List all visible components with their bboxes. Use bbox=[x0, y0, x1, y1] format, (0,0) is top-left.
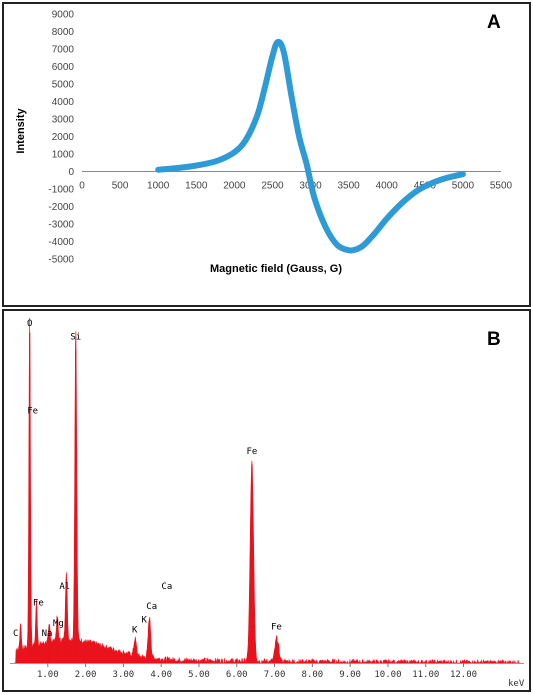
energy-tick-label: 3.00 bbox=[113, 670, 135, 680]
energy-tick-label: 9.00 bbox=[339, 670, 361, 680]
element-label-na: Na bbox=[42, 629, 53, 639]
x-tick-label: 1500 bbox=[185, 181, 208, 192]
y-tick-label: 7000 bbox=[52, 45, 75, 56]
element-label-c: C bbox=[13, 629, 18, 639]
panel-a: A -5000 -4000 -3000 -2000 -1000 0 1000 2000 3000… bbox=[2, 2, 531, 307]
energy-tick-label: 12.00 bbox=[450, 670, 477, 680]
y-tick-label: -1000 bbox=[48, 185, 74, 196]
y-tick-label: -3000 bbox=[48, 220, 74, 231]
epr-chart: -5000 -4000 -3000 -2000 -1000 0 1000 2000 3000 40… bbox=[15, 10, 513, 276]
energy-ticks: 1.00 2.00 3.00 4.00 5.00 6.00 7.00 8.00 9.00 10.0… bbox=[37, 663, 477, 680]
energy-tick-label: 4.00 bbox=[150, 670, 172, 680]
x-tick-label: 2500 bbox=[261, 181, 284, 192]
panel-b-letter: B bbox=[487, 329, 501, 350]
x-tick-label: 4000 bbox=[376, 181, 399, 192]
element-label-fe: Fe bbox=[33, 599, 44, 609]
x-tick-label: 5000 bbox=[452, 181, 475, 192]
energy-tick-label: 7.00 bbox=[264, 670, 286, 680]
y-tick-label: 4000 bbox=[52, 97, 75, 108]
eds-spectrum: 1.00 2.00 3.00 4.00 5.00 6.00 7.00 8.00 9.00 10.0… bbox=[10, 317, 525, 689]
energy-tick-label: 1.00 bbox=[37, 670, 59, 680]
energy-tick-label: 6.00 bbox=[226, 670, 248, 680]
energy-tick-label: 10.00 bbox=[374, 670, 401, 680]
y-tick-label: -4000 bbox=[48, 237, 74, 248]
y-tick-label: 6000 bbox=[52, 62, 75, 73]
x-tick-label: 3500 bbox=[338, 181, 361, 192]
element-label-ca: Ca bbox=[161, 582, 172, 592]
x-tick-label: 0 bbox=[79, 181, 85, 192]
y-tick-label: 5000 bbox=[52, 80, 75, 91]
energy-tick-label: 11.00 bbox=[412, 670, 439, 680]
y-ticks: -5000 -4000 -3000 -2000 -1000 0 1000 2000 3000 40… bbox=[48, 10, 74, 266]
peaks bbox=[19, 332, 278, 663]
x-ticks: 0 500 1000 1500 2000 2500 3000 3500 4000 4500 5000… bbox=[79, 181, 512, 192]
panel-a-letter: A bbox=[487, 12, 501, 33]
x-tick-label: 2000 bbox=[223, 181, 246, 192]
y-tick-label: 8000 bbox=[52, 27, 75, 38]
element-label-mg: Mg bbox=[53, 619, 64, 629]
element-label-k: K bbox=[141, 616, 147, 626]
x-tick-label: 5500 bbox=[490, 181, 513, 192]
y-axis-title: Intensity bbox=[15, 108, 27, 154]
element-label-fe: Fe bbox=[246, 447, 257, 457]
element-label-fe: Fe bbox=[271, 622, 282, 632]
x-tick-label: 1000 bbox=[147, 181, 170, 192]
x-tick-label: 500 bbox=[112, 181, 129, 192]
spectrum-area bbox=[13, 317, 521, 665]
element-label-o: O bbox=[27, 319, 32, 329]
y-tick-label: 1000 bbox=[52, 150, 75, 161]
element-label-fe: Fe bbox=[27, 407, 38, 417]
element-label-si: Si bbox=[70, 332, 81, 342]
y-tick-label: 9000 bbox=[52, 10, 75, 21]
element-label-k: K bbox=[132, 626, 138, 636]
y-tick-label: 2000 bbox=[52, 132, 75, 143]
y-tick-label: -2000 bbox=[48, 202, 74, 213]
panel-b: B 1.00 2.00 3.00 4.00 5.00 6.00 7.00 8.00 9.00 10… bbox=[2, 309, 531, 692]
energy-tick-label: 2.00 bbox=[75, 670, 97, 680]
x-axis-title: Magnetic field (Gauss, G) bbox=[210, 263, 342, 275]
energy-unit-label: keV bbox=[508, 679, 525, 689]
y-tick-label: -5000 bbox=[48, 255, 74, 266]
y-tick-label: 0 bbox=[68, 167, 74, 178]
y-tick-label: 3000 bbox=[52, 115, 75, 126]
energy-tick-label: 8.00 bbox=[302, 670, 324, 680]
element-label-al: Al bbox=[59, 582, 70, 592]
energy-tick-label: 5.00 bbox=[188, 670, 210, 680]
series-line bbox=[155, 38, 466, 254]
element-label-ca: Ca bbox=[146, 602, 157, 612]
